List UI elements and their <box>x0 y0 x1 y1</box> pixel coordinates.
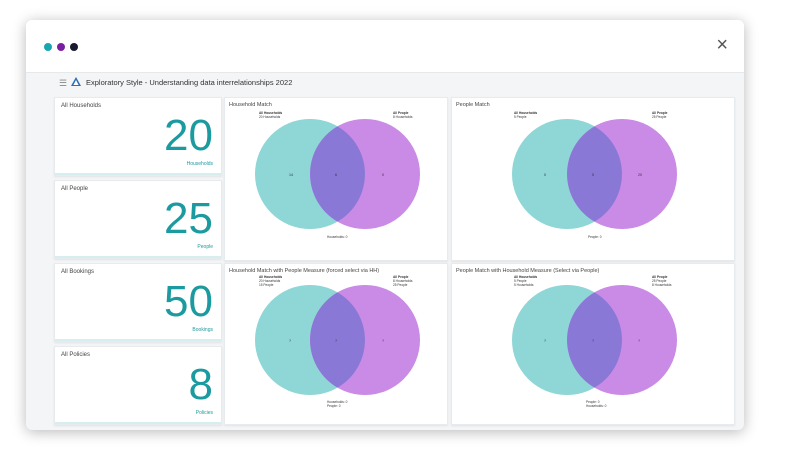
app-header: ☰ Exploratory Style - Understanding data… <box>26 72 744 96</box>
kpi-unit: Households <box>186 161 213 167</box>
venn-footer: Households: 0 <box>327 235 348 239</box>
kpi-divider <box>55 173 221 175</box>
venn-left-label: 5 Households <box>514 283 534 287</box>
kpi-title: All Households <box>61 103 102 109</box>
venn-diagram: All Households 20 Households All People … <box>255 111 420 239</box>
venn-left-label: 15 People <box>259 283 274 287</box>
venn-footer: People: 0 <box>586 400 600 404</box>
kpi-card-policies[interactable]: All Policies 8 Policies <box>54 346 222 425</box>
venn-count-left: 14 <box>289 173 293 177</box>
window-titlebar: × <box>26 20 744 73</box>
venn-overlap[interactable] <box>310 126 365 222</box>
venn-left-label: 20 Households <box>259 115 281 119</box>
menu-icon[interactable]: ☰ <box>59 78 68 88</box>
venn-card-household-match[interactable]: Household Match All Households 20 Househ… <box>224 97 448 261</box>
venn-count-overlap: 5 <box>592 173 594 177</box>
close-icon[interactable]: × <box>716 34 728 56</box>
venn-right-label: 25 People <box>652 279 667 283</box>
window-dot-teal <box>44 43 52 51</box>
kpi-unit: People <box>197 244 213 250</box>
kpi-divider <box>55 339 221 341</box>
venn-count-overlap: 6 <box>335 173 337 177</box>
venn-right-label: All People <box>652 111 668 115</box>
venn-right-label: 25 People <box>652 115 667 119</box>
venn-left-label: 20 Households <box>259 279 281 283</box>
venn-title: People Match with Household Measure (Sel… <box>456 268 600 274</box>
venn-left-label: All Households <box>259 111 282 115</box>
kpi-title: All Policies <box>61 352 91 358</box>
venn-right-label: 8 Households <box>393 279 413 283</box>
kpi-divider <box>55 256 221 258</box>
venn-title: Household Match <box>229 102 272 108</box>
venn-footer: People: 0 <box>327 404 341 408</box>
venn-card-people-match[interactable]: People Match All Households 5 People All… <box>451 97 735 261</box>
venn-left-label: 5 People <box>514 115 527 119</box>
venn-count-right: 0 <box>382 173 384 177</box>
venn-diagram: All Households 20 Households 15 People A… <box>255 275 420 408</box>
venn-title: People Match <box>456 102 490 108</box>
kpi-value: 20 <box>164 111 213 160</box>
kpi-unit: Policies <box>195 410 213 416</box>
venn-card-household-people-measure[interactable]: Household Match with People Measure (for… <box>224 263 448 425</box>
app-window: × ☰ Exploratory Style - Understanding da… <box>26 20 744 430</box>
venn-right-label: All People <box>393 275 409 279</box>
app-logo-icon <box>71 77 81 86</box>
venn-count-overlap: ? <box>592 339 594 343</box>
kpi-card-people[interactable]: All People 25 People <box>54 180 222 259</box>
venn-right-label: 8 Households <box>393 115 413 119</box>
venn-count-right: 20 <box>638 173 642 177</box>
venn-right-label: All People <box>393 111 409 115</box>
venn-footer: Households: 0 <box>586 404 607 408</box>
venn-overlap[interactable] <box>567 126 622 222</box>
kpi-value: 50 <box>164 277 213 326</box>
venn-left-label: 5 People <box>514 279 527 283</box>
venn-right-label: 25 People <box>393 283 408 287</box>
venn-right-label: All People <box>652 275 668 279</box>
kpi-divider <box>55 422 221 424</box>
venn-overlap[interactable] <box>567 292 622 388</box>
venn-diagram: All Households 5 People 5 Households All… <box>512 275 677 408</box>
venn-left-label: All Households <box>514 111 537 115</box>
page-title: Exploratory Style - Understanding data i… <box>86 78 293 87</box>
venn-title: Household Match with People Measure (for… <box>229 268 380 274</box>
venn-right-label: 8 Households <box>652 283 672 287</box>
kpi-title: All Bookings <box>61 269 95 275</box>
venn-count-right: ? <box>638 339 640 343</box>
venn-count-left: ? <box>289 339 291 343</box>
venn-count-overlap: ? <box>335 339 337 343</box>
kpi-value: 25 <box>164 194 213 243</box>
venn-card-people-household-measure[interactable]: People Match with Household Measure (Sel… <box>451 263 735 425</box>
window-dot-purple <box>57 43 65 51</box>
venn-overlap[interactable] <box>310 292 365 388</box>
venn-count-right: ? <box>382 339 384 343</box>
window-dot-dark <box>70 43 78 51</box>
kpi-value: 8 <box>188 360 213 409</box>
kpi-card-bookings[interactable]: All Bookings 50 Bookings <box>54 263 222 342</box>
venn-diagram: All Households 5 People All People 25 Pe… <box>512 111 677 239</box>
venn-count-left: ? <box>544 339 546 343</box>
venn-count-left: 0 <box>544 173 546 177</box>
venn-footer: People: 0 <box>588 235 602 239</box>
venn-left-label: All Households <box>259 275 282 279</box>
kpi-card-households[interactable]: All Households 20 Households <box>54 97 222 176</box>
kpi-title: All People <box>61 186 89 192</box>
venn-footer: Households: 0 <box>327 400 348 404</box>
kpi-unit: Bookings <box>192 327 213 333</box>
venn-left-label: All Households <box>514 275 537 279</box>
